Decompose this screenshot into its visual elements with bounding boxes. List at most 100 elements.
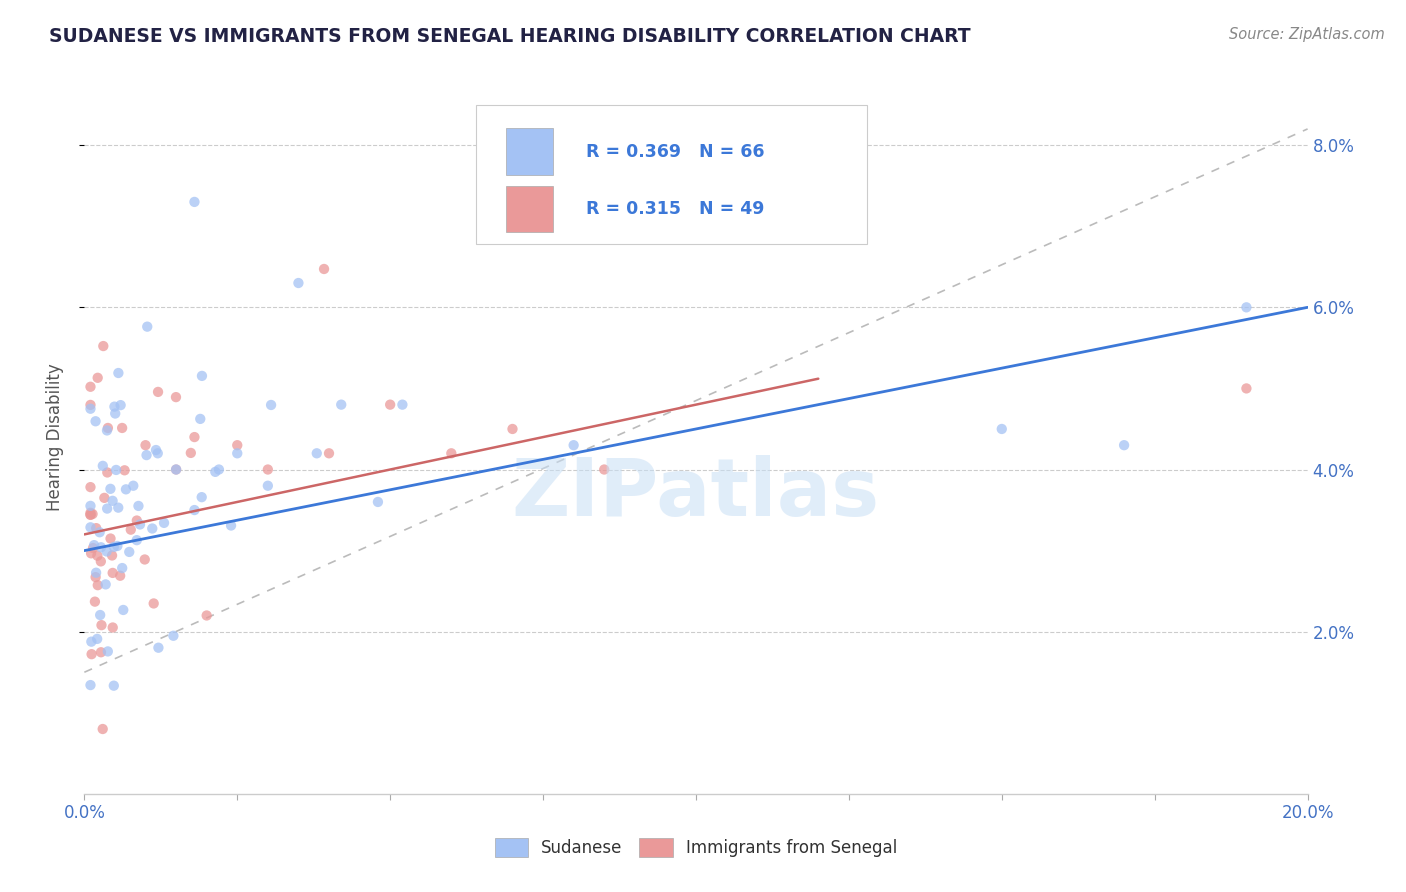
Point (101, 620, 124, 634)
Point (305, 446, 328, 460)
Point (135, 438, 157, 452)
Point (134, 552, 156, 566)
Point (111, 421, 134, 435)
Point (89, 607, 111, 622)
Point (204, 465, 226, 479)
Point (79, 506, 101, 520)
Point (287, 276, 309, 290)
FancyBboxPatch shape (475, 105, 868, 244)
Point (96, 466, 118, 480)
Point (107, 500, 129, 515)
Point (165, 462, 187, 476)
Point (190, 490, 212, 504)
Point (440, 446, 463, 460)
Point (79, 520, 101, 534)
Point (148, 640, 170, 655)
Point (1236, 301, 1258, 315)
Point (84, 521, 107, 535)
Point (129, 517, 152, 532)
Point (153, 516, 176, 530)
Point (208, 462, 231, 476)
Point (86, 632, 108, 646)
Point (82, 507, 104, 521)
Point (101, 566, 124, 580)
Point (146, 384, 169, 399)
Point (136, 319, 159, 334)
Point (91, 339, 114, 353)
Point (125, 533, 148, 548)
Point (125, 514, 148, 528)
Point (80, 634, 103, 648)
Point (90, 554, 112, 568)
Point (122, 479, 145, 493)
Point (80, 546, 103, 560)
Point (93, 491, 115, 505)
Point (562, 438, 585, 452)
Point (79, 398, 101, 412)
Point (100, 532, 122, 546)
Point (257, 462, 280, 476)
Point (79, 678, 101, 692)
Point (111, 561, 134, 575)
Point (101, 549, 124, 563)
Point (82, 541, 104, 555)
Point (103, 679, 125, 693)
Point (593, 462, 616, 476)
Point (991, 422, 1014, 436)
Point (79, 380, 101, 394)
Text: Source: ZipAtlas.com: Source: ZipAtlas.com (1229, 27, 1385, 42)
Point (84, 594, 107, 608)
Point (257, 479, 280, 493)
Point (1236, 381, 1258, 395)
Point (391, 398, 413, 412)
Point (91, 722, 114, 736)
Point (79, 508, 101, 522)
Point (96, 544, 118, 558)
Point (87, 578, 110, 592)
Point (145, 443, 167, 458)
Point (101, 493, 124, 508)
Point (79, 480, 101, 494)
Point (135, 448, 157, 462)
Point (141, 521, 163, 535)
Point (115, 483, 138, 497)
Point (110, 398, 132, 412)
Point (103, 540, 125, 554)
Point (260, 398, 283, 412)
Point (104, 407, 127, 421)
Point (380, 398, 402, 412)
Point (367, 495, 389, 509)
Point (107, 366, 129, 380)
Point (105, 539, 128, 553)
Point (195, 608, 218, 623)
Point (90, 645, 112, 659)
Point (112, 603, 135, 617)
Point (79, 499, 101, 513)
Text: ZIPatlas: ZIPatlas (512, 455, 880, 533)
Point (127, 499, 149, 513)
Point (114, 463, 136, 477)
Point (183, 430, 205, 444)
Text: R = 0.369   N = 66: R = 0.369 N = 66 (586, 143, 765, 161)
Point (165, 390, 187, 404)
Point (97, 421, 120, 435)
Point (146, 446, 169, 460)
Point (142, 597, 165, 611)
Point (80, 647, 103, 661)
Point (165, 462, 187, 476)
Point (188, 412, 211, 426)
Point (86, 549, 108, 563)
Point (83, 538, 105, 552)
Point (90, 541, 112, 555)
Point (312, 262, 335, 277)
Point (330, 398, 353, 412)
Point (103, 400, 125, 414)
Point (191, 368, 214, 383)
Point (94, 577, 117, 591)
Point (105, 463, 128, 477)
Point (79, 508, 101, 522)
Point (183, 503, 205, 517)
Point (226, 438, 249, 452)
Point (108, 568, 131, 582)
Point (86, 371, 108, 385)
